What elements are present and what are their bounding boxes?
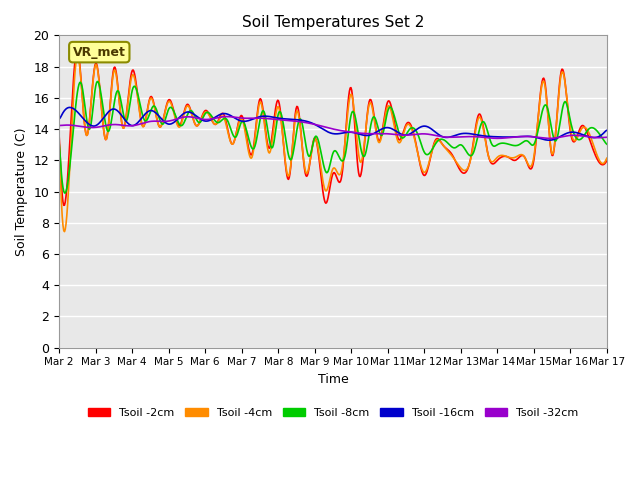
Tsoil -32cm (55, 122, 63, 128)
Tsoil -4cm (417, 164, 425, 169)
Tsoil -4cm (66, 163, 74, 168)
Title: Soil Temperatures Set 2: Soil Temperatures Set 2 (242, 15, 424, 30)
Tsoil -2cm (55, 133, 63, 139)
Tsoil -2cm (66, 139, 74, 144)
Tsoil -16cm (122, 119, 130, 124)
Tsoil -8cm (61, 190, 69, 196)
Tsoil -4cm (179, 117, 186, 122)
Tsoil -16cm (545, 137, 553, 143)
Tsoil -2cm (179, 115, 186, 121)
Tsoil -4cm (74, 53, 81, 59)
Line: Tsoil -8cm: Tsoil -8cm (59, 82, 607, 193)
Y-axis label: Soil Temperature (C): Soil Temperature (C) (15, 127, 28, 256)
Tsoil -32cm (401, 132, 408, 138)
Tsoil -16cm (207, 117, 214, 123)
Tsoil -16cm (55, 116, 63, 122)
Tsoil -16cm (417, 124, 424, 130)
Tsoil -32cm (206, 116, 214, 122)
Tsoil -2cm (60, 203, 68, 208)
Tsoil -16cm (603, 127, 611, 133)
Tsoil -32cm (223, 114, 230, 120)
Tsoil -2cm (74, 47, 81, 52)
Tsoil -32cm (546, 135, 554, 141)
Tsoil -8cm (417, 141, 425, 146)
Tsoil -4cm (208, 117, 216, 122)
Tsoil -32cm (122, 123, 129, 129)
Tsoil -32cm (177, 115, 185, 120)
Tsoil -4cm (603, 155, 611, 161)
Line: Tsoil -4cm: Tsoil -4cm (59, 56, 607, 232)
Tsoil -8cm (123, 117, 131, 123)
Tsoil -4cm (61, 229, 68, 235)
Tsoil -4cm (123, 108, 131, 114)
Text: VR_met: VR_met (73, 46, 125, 59)
Tsoil -8cm (55, 140, 63, 146)
Tsoil -16cm (401, 132, 408, 138)
Tsoil -8cm (66, 163, 74, 169)
Tsoil -32cm (65, 122, 73, 128)
Tsoil -2cm (401, 124, 409, 130)
Tsoil -16cm (65, 105, 73, 110)
X-axis label: Time: Time (317, 373, 348, 386)
Legend: Tsoil -2cm, Tsoil -4cm, Tsoil -8cm, Tsoil -16cm, Tsoil -32cm: Tsoil -2cm, Tsoil -4cm, Tsoil -8cm, Tsoi… (84, 403, 582, 422)
Tsoil -8cm (208, 113, 216, 119)
Tsoil -4cm (55, 140, 63, 146)
Tsoil -2cm (123, 107, 131, 113)
Tsoil -4cm (401, 126, 409, 132)
Line: Tsoil -32cm: Tsoil -32cm (59, 117, 607, 138)
Tsoil -16cm (178, 112, 186, 118)
Tsoil -2cm (208, 117, 216, 122)
Tsoil -8cm (179, 122, 186, 128)
Tsoil -8cm (603, 142, 611, 147)
Tsoil -32cm (417, 131, 424, 137)
Tsoil -2cm (417, 166, 425, 171)
Tsoil -32cm (603, 134, 611, 140)
Line: Tsoil -2cm: Tsoil -2cm (59, 49, 607, 205)
Line: Tsoil -16cm: Tsoil -16cm (59, 108, 607, 140)
Tsoil -2cm (603, 158, 611, 164)
Tsoil -8cm (93, 79, 101, 84)
Tsoil -8cm (401, 133, 409, 139)
Tsoil -16cm (66, 105, 74, 110)
